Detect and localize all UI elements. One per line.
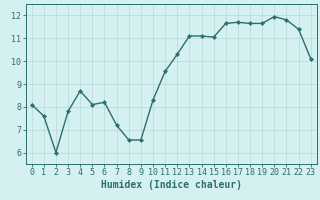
X-axis label: Humidex (Indice chaleur): Humidex (Indice chaleur) [101, 180, 242, 190]
